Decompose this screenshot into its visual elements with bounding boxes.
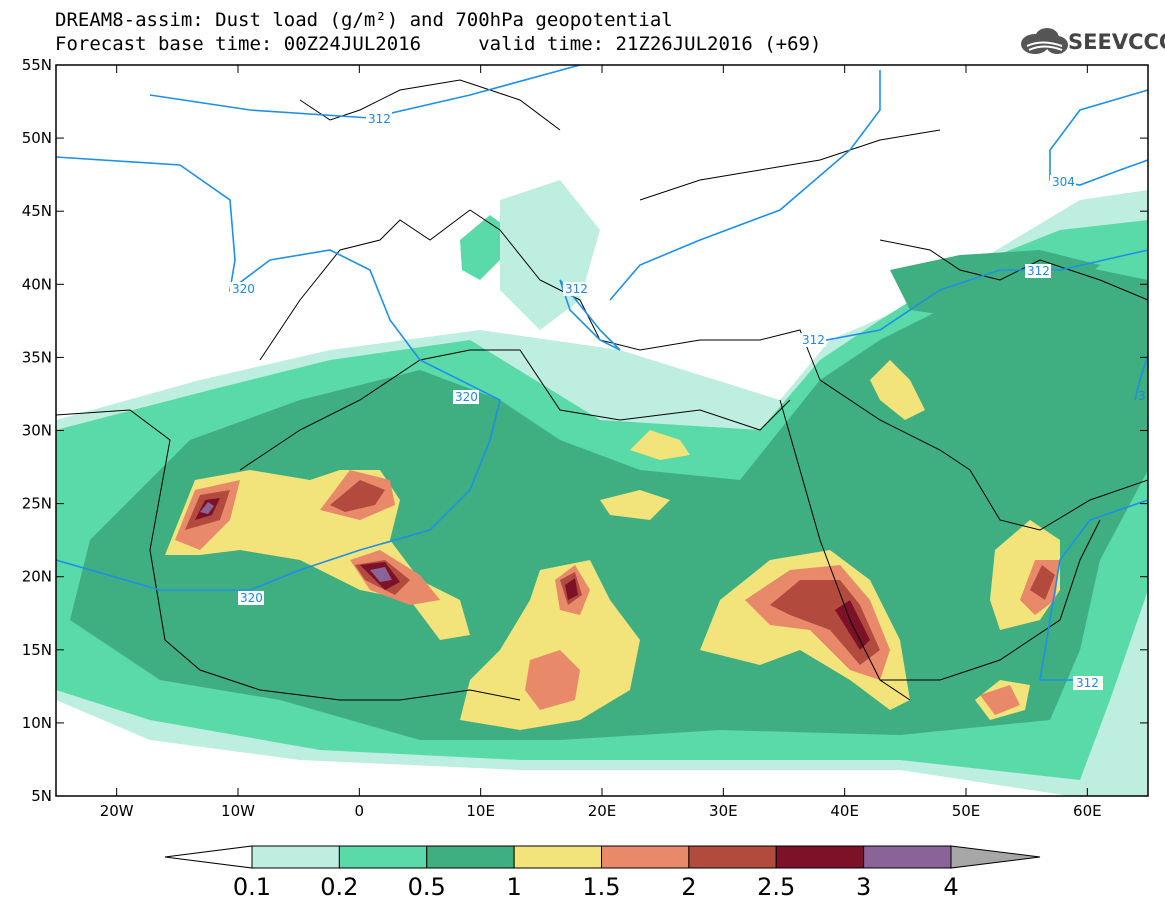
lat-tick-label: 25N xyxy=(22,495,52,513)
lat-tick-label: 40N xyxy=(22,275,52,293)
contour-label-320-libya: 320 xyxy=(455,390,478,404)
lon-tick-label: 10W xyxy=(221,802,255,820)
lon-tick-label: 50E xyxy=(952,802,981,820)
lon-tick-label: 20W xyxy=(100,802,134,820)
contour-label-312-caspian: 312 xyxy=(1027,264,1050,278)
lat-axis: 55N 50N 45N 40N 35N 30N 25N 20N 15N 10N 5N xyxy=(22,56,1148,805)
dust-level-1.5 xyxy=(175,470,1060,715)
lat-tick-label: 30N xyxy=(22,422,52,440)
lon-tick-label: 30E xyxy=(709,802,738,820)
dust-level-1-west xyxy=(165,470,470,640)
colorbar-swatch xyxy=(601,845,690,869)
contour-label-320-sahel: 320 xyxy=(240,591,263,605)
lon-tick-label: 0 xyxy=(355,802,365,820)
colorbar-high-arrow xyxy=(950,845,1041,869)
lon-tick-label: 20E xyxy=(588,802,617,820)
colorbar-swatch xyxy=(338,845,428,869)
map-subtitle: Forecast base time: 00Z24JUL2016 valid t… xyxy=(55,33,822,55)
contour-label-320-spain: 320 xyxy=(232,282,255,296)
coastlines xyxy=(56,79,1148,701)
lat-tick-label: 45N xyxy=(22,202,52,220)
logo-text: SEEVCCC xyxy=(1068,30,1165,54)
dust-field: 312 304 320 312 312 320 320 312 312 3 xyxy=(56,65,1148,796)
cloud-icon xyxy=(1021,28,1068,54)
colorbar-swatch xyxy=(251,845,340,869)
colorbar-label: 0.5 xyxy=(408,873,446,901)
contour-label-312-arabian-sea: 312 xyxy=(1076,676,1099,690)
colorbar-swatch xyxy=(426,845,515,869)
colorbar: 0.1 0.2 0.5 1 1.5 2 2.5 3 4 xyxy=(164,845,1041,901)
lat-tick-label: 5N xyxy=(31,787,52,805)
colorbar-label: 0.1 xyxy=(233,873,271,901)
colorbar-swatch xyxy=(863,845,952,869)
dust-level-1-libya xyxy=(600,430,690,520)
dust-level-2 xyxy=(185,480,1055,665)
lon-axis: 20W 10W 0 10E 20E 30E 40E 50E 60E xyxy=(100,65,1102,820)
dust-level-1-iraq xyxy=(870,360,925,420)
lon-tick-label: 40E xyxy=(830,802,859,820)
dust-level-0.2-italy xyxy=(460,215,510,280)
colorbar-label: 2 xyxy=(681,873,696,901)
lat-tick-label: 20N xyxy=(22,568,52,586)
lon-tick-label: 60E xyxy=(1073,802,1102,820)
contour-label-312-levant: 312 xyxy=(802,333,825,347)
colorbar-swatch xyxy=(775,845,865,869)
contour-label-312-north: 312 xyxy=(368,112,391,126)
lon-tick-label: 10E xyxy=(466,802,495,820)
contour-label-304: 304 xyxy=(1052,175,1075,189)
colorbar-swatch xyxy=(688,845,777,869)
lat-tick-label: 55N xyxy=(22,56,52,74)
dust-level-1-chad xyxy=(460,560,640,730)
colorbar-label: 3 xyxy=(856,873,871,901)
colorbar-low-arrow xyxy=(164,845,253,869)
lat-tick-label: 10N xyxy=(22,714,52,732)
colorbar-label: 2.5 xyxy=(757,873,795,901)
contour-label-312-italy: 312 xyxy=(565,282,588,296)
contour-labels: 312 304 320 312 312 320 320 312 312 3 xyxy=(230,112,1146,690)
colorbar-swatch xyxy=(513,845,602,869)
colorbar-label: 1 xyxy=(506,873,521,901)
colorbar-label: 4 xyxy=(943,873,958,901)
lat-tick-label: 15N xyxy=(22,641,52,659)
colorbar-label: 0.2 xyxy=(320,873,358,901)
lat-tick-label: 35N xyxy=(22,348,52,366)
map-title: DREAM8-assim: Dust load (g/m²) and 700hP… xyxy=(55,9,673,31)
contour-label-3-edge: 3 xyxy=(1138,389,1146,403)
colorbar-label: 1.5 xyxy=(582,873,620,901)
lat-tick-label: 50N xyxy=(22,129,52,147)
